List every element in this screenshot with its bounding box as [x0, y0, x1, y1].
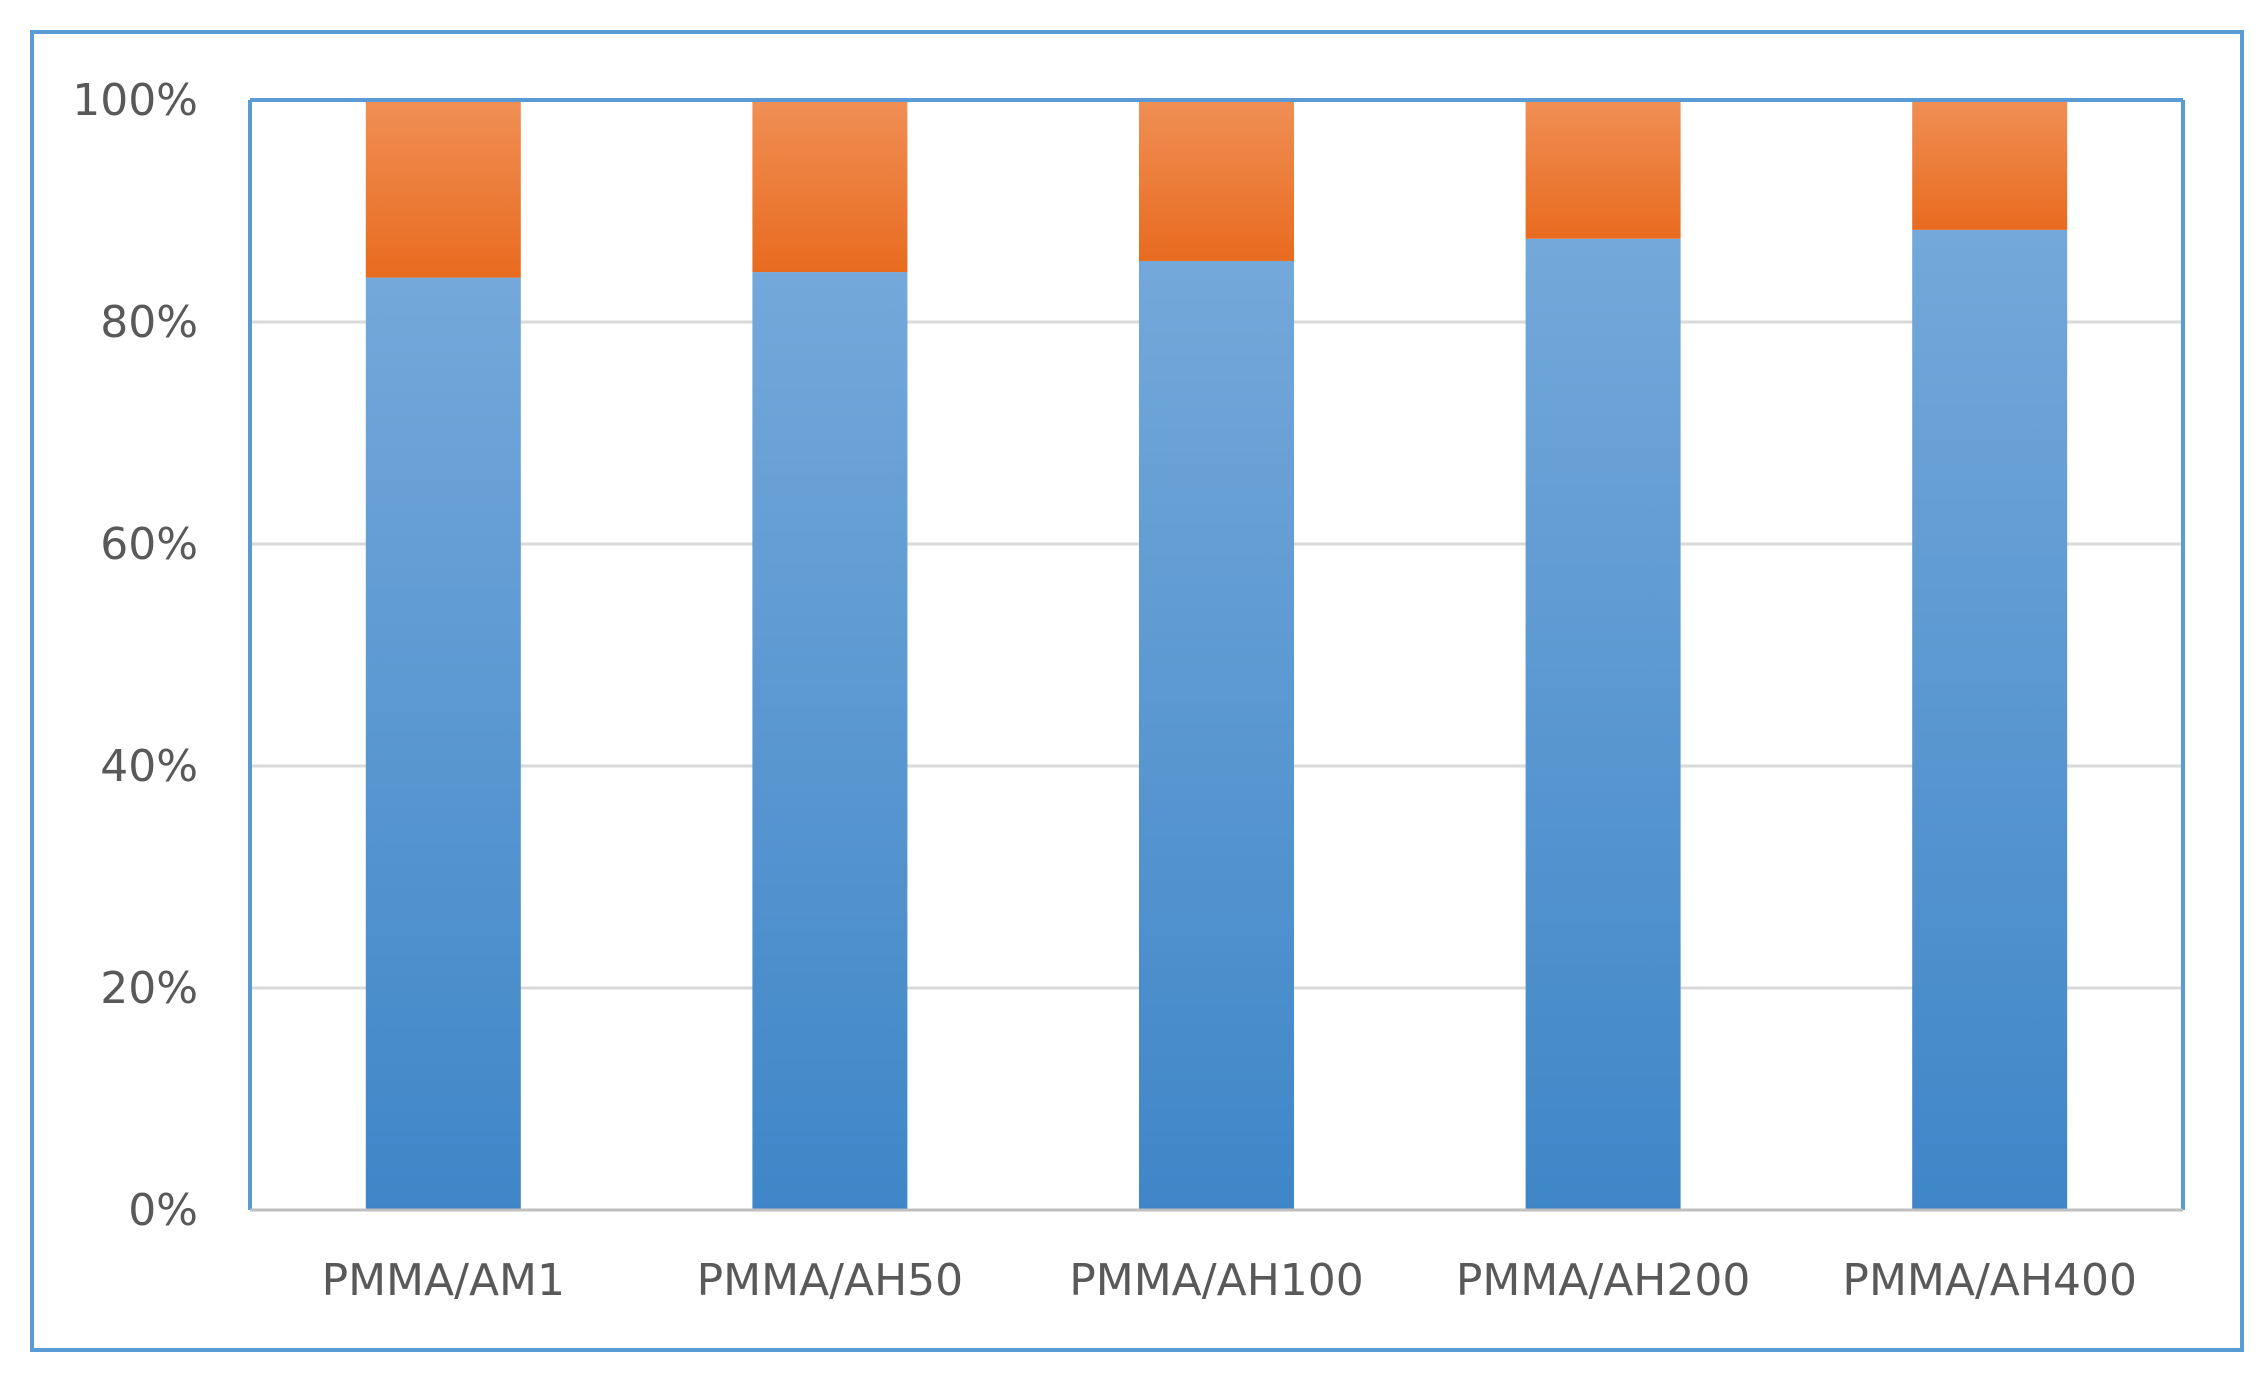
x-category-label: PMMA/AH50: [697, 1255, 964, 1306]
y-tick-labels: 0% 20% 40% 60% 80% 100%: [72, 75, 198, 1236]
x-category-label: PMMA/AH200: [1456, 1255, 1751, 1306]
x-category-labels: PMMA/AM1 PMMA/AH50 PMMA/AH100 PMMA/AH200 PMM…: [322, 1255, 2137, 1306]
bar-segment-series-2: [1525, 100, 1681, 239]
x-category-label: PMMA/AM1: [322, 1255, 565, 1306]
y-tick-label: 20%: [100, 963, 198, 1014]
bar-segment-series-1: [1525, 238, 1681, 1210]
axes: [248, 98, 2185, 1212]
bar-segment-series-1: [365, 277, 521, 1211]
bar-segment-series-1: [1139, 260, 1294, 1210]
bar-segment-series-2: [1139, 100, 1294, 261]
bar-segment-series-2: [365, 100, 521, 278]
y-tick-label: 80%: [100, 297, 198, 348]
y-tick-label: 60%: [100, 519, 198, 570]
bar-segment-series-1: [1912, 229, 2068, 1210]
y-tick-label: 40%: [100, 741, 198, 792]
bars: [365, 100, 2068, 1211]
y-tick-label: 100%: [72, 75, 198, 126]
y-tick-label: 0%: [128, 1185, 198, 1236]
bar-segment-series-2: [1912, 100, 2068, 230]
bar-segment-series-2: [752, 100, 908, 273]
x-category-label: PMMA/AH400: [1842, 1255, 2137, 1306]
x-category-label: PMMA/AH100: [1069, 1255, 1364, 1306]
bar-segment-series-1: [752, 272, 908, 1210]
